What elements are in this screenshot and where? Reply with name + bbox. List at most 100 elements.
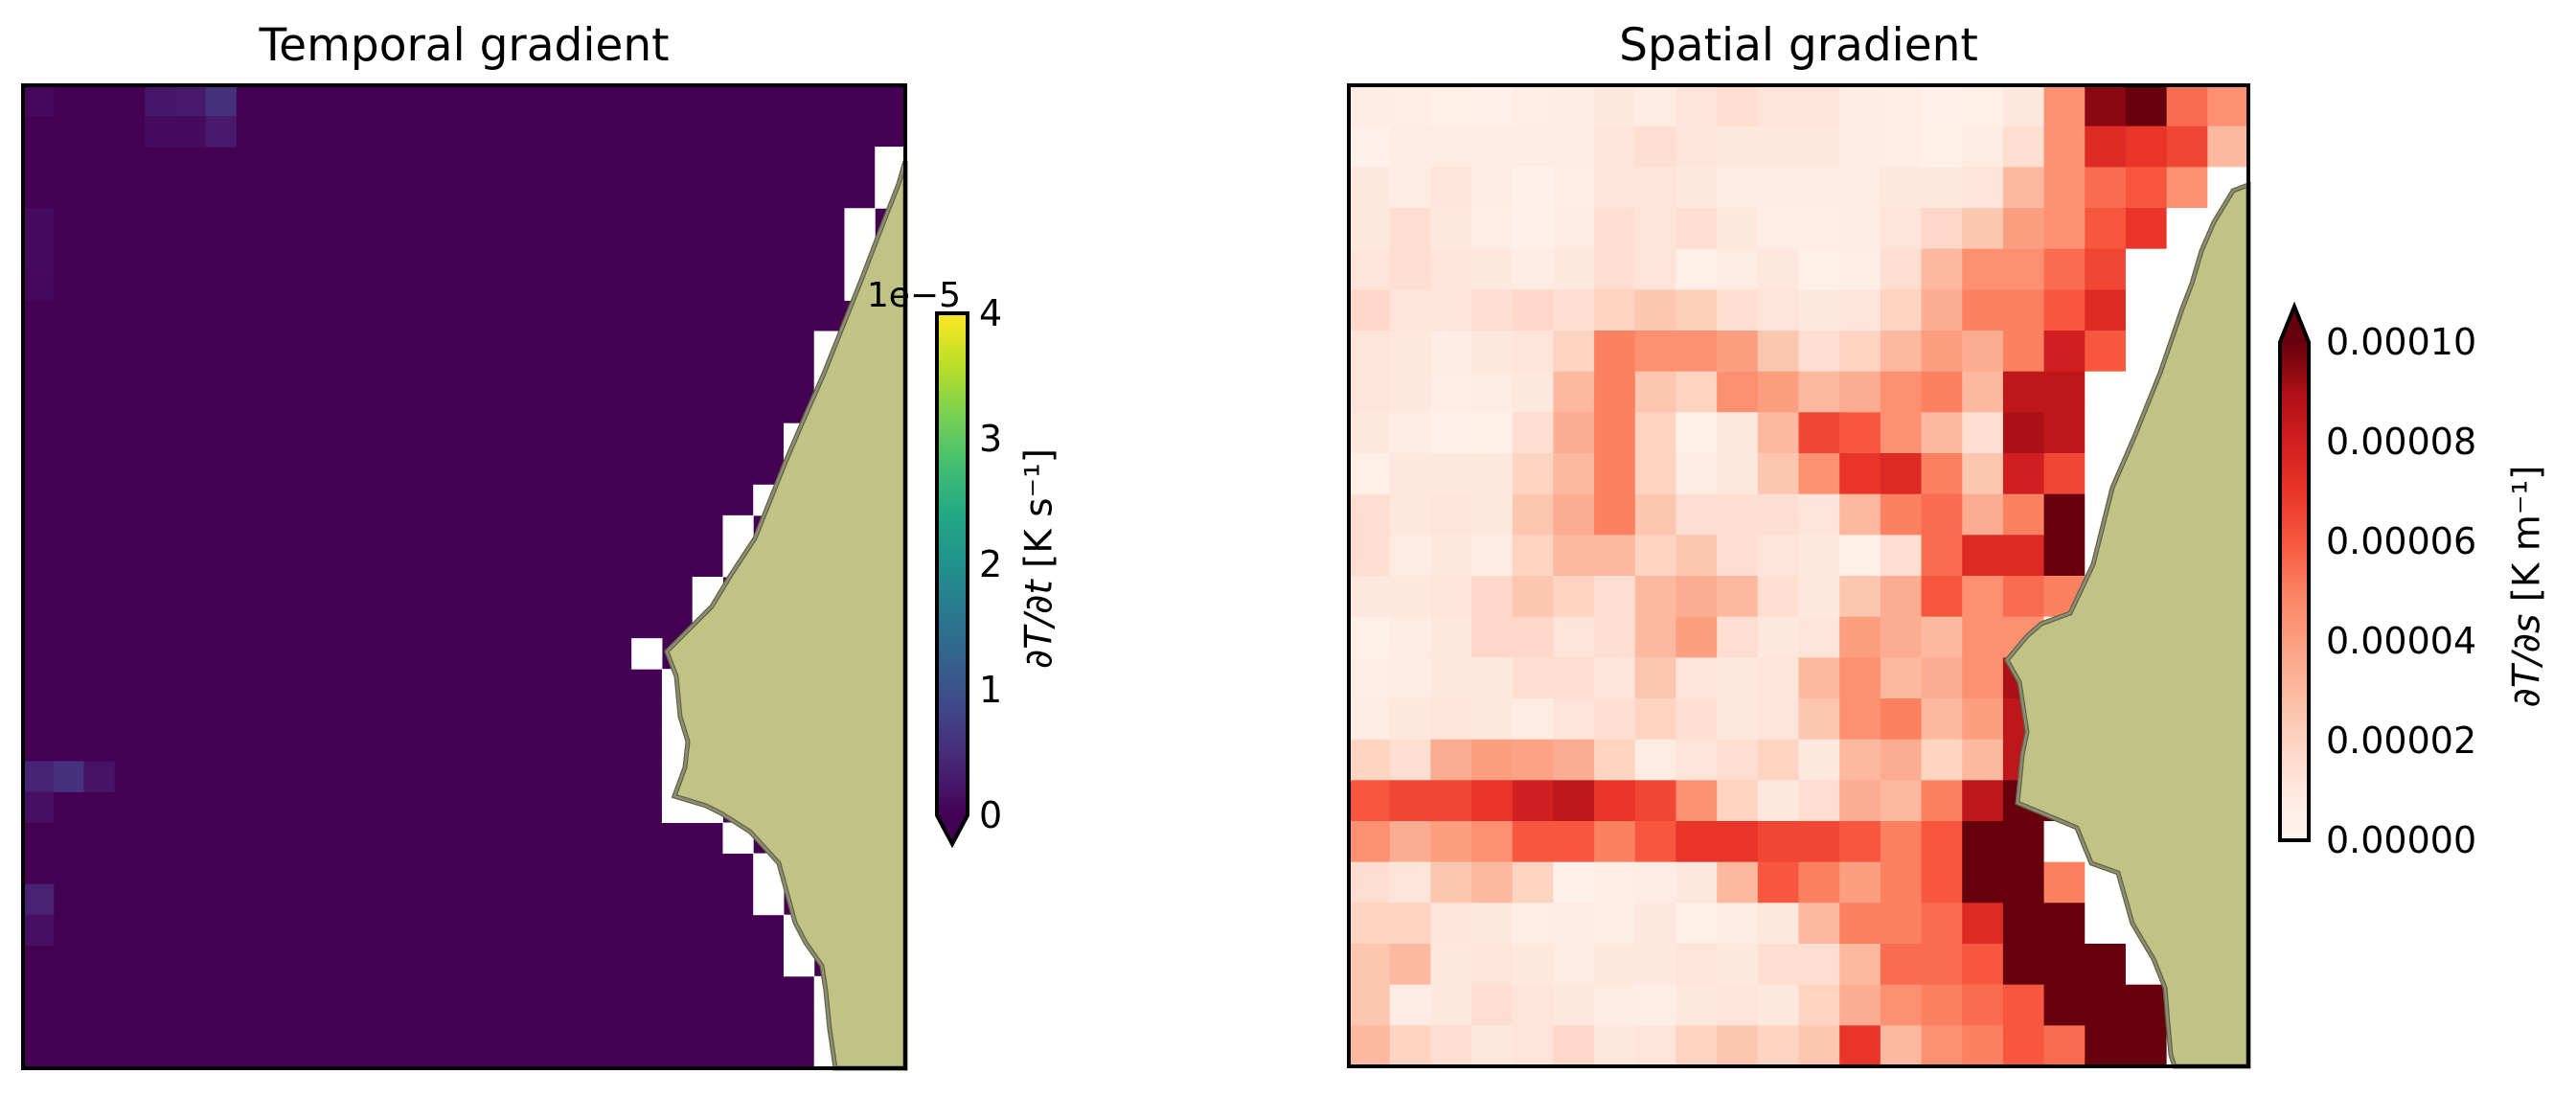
spatial-heat-cell (1634, 903, 1677, 945)
temporal-coastline (665, 160, 907, 1069)
spatial-heat-cell (2002, 861, 2045, 903)
spatial-heat-cell (1553, 944, 1595, 986)
spatial-heat-cell (1512, 861, 1555, 903)
spatial-heat-cell (1553, 126, 1595, 168)
spatial-heat-cell (1757, 371, 1800, 413)
spatial-heat-cell (1757, 85, 1800, 127)
spatial-heat-cell (1594, 984, 1636, 1026)
spatial-heat-cell (1717, 698, 1759, 741)
spatial-heat-cell (1880, 85, 1923, 127)
spatial-heat-cell (1471, 535, 1514, 577)
spatial-heat-cell (1430, 739, 1472, 781)
spatial-colorbar-label-units: [K m⁻¹] (2505, 465, 2549, 603)
spatial-heat-cell (1962, 535, 2004, 577)
spatial-heat-cell (1839, 167, 1881, 209)
spatial-heat-cell (1594, 126, 1636, 168)
spatial-heat-cell (1349, 331, 1391, 373)
spatial-heat-cell (1594, 167, 1636, 209)
spatial-heat-cell (1717, 535, 1759, 577)
temporal-heat-cell (23, 85, 55, 117)
spatial-heat-cell (2125, 1025, 2168, 1067)
spatial-heat-cell (1553, 657, 1595, 699)
spatial-heat-cell (1839, 371, 1881, 413)
spatial-heat-cell (1430, 821, 1472, 863)
spatial-heat-cell (1471, 657, 1514, 699)
spatial-heat-cell (1839, 944, 1881, 986)
spatial-heat-cell (1798, 861, 1840, 903)
spatial-heat-cell (1634, 535, 1677, 577)
spatial-heat-cell (1757, 576, 1800, 618)
spatial-heat-cell (1471, 493, 1514, 536)
spatial-heat-cell (1349, 493, 1391, 536)
spatial-heat-cell (1512, 616, 1555, 658)
spatial-heat-cell (1798, 126, 1840, 168)
spatial-heat-cell (1839, 984, 1881, 1026)
temporal-colorbar-offset-text: 1e−5 (866, 276, 961, 315)
spatial-heat-cell (2002, 535, 2045, 577)
spatial-heat-cell (1471, 208, 1514, 250)
spatial-heat-cell (2207, 126, 2249, 168)
spatial-heat-cell (1512, 493, 1555, 536)
spatial-heat-cell (1880, 412, 1923, 454)
spatial-heat-cell (1553, 698, 1595, 741)
spatial-heat-cell (2002, 208, 2045, 250)
spatial-heat-cell (1798, 412, 1840, 454)
spatial-heat-cell (1553, 208, 1595, 250)
spatial-heat-cell (1553, 371, 1595, 413)
temporal-nan-cell (753, 883, 785, 916)
spatial-heat-cell (2085, 944, 2127, 986)
spatial-heat-cell (1553, 453, 1595, 495)
spatial-heat-cell (1839, 821, 1881, 863)
temporal-heat-cell (23, 239, 55, 270)
spatial-heat-cell (1962, 248, 2004, 290)
spatial-heat-cell (2085, 331, 2127, 373)
spatial-heat-cell (1839, 248, 1881, 290)
spatial-heat-cell (1389, 861, 1431, 903)
spatial-heat-cell (1349, 371, 1391, 413)
spatial-heat-cell (1594, 493, 1636, 536)
spatial-heat-cell (1717, 331, 1759, 373)
spatial-heat-cell (1512, 903, 1555, 945)
spatial-heat-cell (1962, 821, 2004, 863)
spatial-heat-cell (1512, 1025, 1555, 1067)
spatial-heat-cell (1594, 657, 1636, 699)
spatial-heat-cell (1389, 289, 1431, 331)
spatial-heat-cell (1349, 453, 1391, 495)
spatial-colorbar-label: ∂T/∂s [K m⁻¹] (2506, 466, 2549, 708)
spatial-heat-cell (1430, 331, 1472, 373)
spatial-heat-cell (1757, 167, 1800, 209)
spatial-heat-cell (1512, 371, 1555, 413)
spatial-heat-cell (2125, 126, 2168, 168)
spatial-heat-cell (1880, 248, 1923, 290)
spatial-heat-cell (1717, 208, 1759, 250)
spatial-heat-cell (1676, 616, 1718, 658)
spatial-heat-cell (1921, 167, 1963, 209)
spatial-heat-cell (1676, 535, 1718, 577)
spatial-heat-cell (1962, 85, 2004, 127)
spatial-heat-cell (1594, 780, 1636, 822)
spatial-heat-cell (1962, 208, 2004, 250)
spatial-heat-cell (1880, 371, 1923, 413)
spatial-heat-cell (1634, 861, 1677, 903)
spatial-heat-cell (1676, 861, 1718, 903)
spatial-heat-cell (1430, 576, 1472, 618)
spatial-heat-cell (1880, 331, 1923, 373)
spatial-heat-cell (2043, 371, 2086, 413)
spatial-heat-cell (1634, 1025, 1677, 1067)
spatial-heat-cell (1553, 616, 1595, 658)
spatial-heat-cell (1798, 535, 1840, 577)
temporal-nan-cell (844, 208, 876, 240)
spatial-heat-cell (1962, 657, 2004, 699)
spatial-heat-cell (1757, 861, 1800, 903)
spatial-heat-cell (1798, 85, 1840, 127)
spatial-heat-cell (2085, 903, 2127, 945)
spatial-heat-cell (1880, 616, 1923, 658)
spatial-heat-cell (1962, 903, 2004, 945)
spatial-heat-cell (1471, 984, 1514, 1026)
spatial-heat-cell (2207, 85, 2249, 127)
spatial-heat-cell (1512, 657, 1555, 699)
spatial-heat-cell (1389, 208, 1431, 250)
spatial-heat-cell (1389, 657, 1431, 699)
temporal-colorbar-label-math: ∂T/∂t (1017, 580, 1061, 669)
